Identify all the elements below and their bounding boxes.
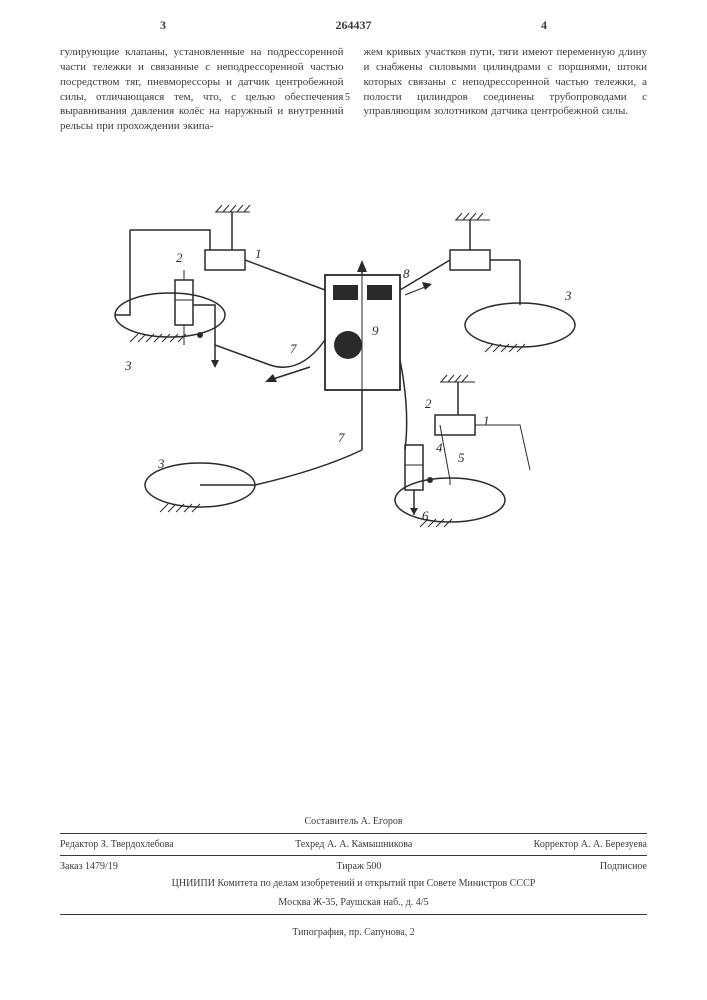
org: ЦНИИПИ Комитета по делам изобретений и о… — [60, 876, 647, 891]
svg-text:1: 1 — [255, 246, 262, 261]
subscription: Подписное — [600, 859, 647, 874]
svg-text:5: 5 — [458, 450, 465, 465]
svg-text:2: 2 — [176, 250, 183, 265]
svg-text:7: 7 — [290, 341, 297, 356]
text-columns: гулирующие клапаны, установленные на под… — [60, 45, 647, 134]
svg-text:3: 3 — [124, 358, 132, 373]
svg-text:7: 7 — [338, 430, 345, 445]
column-right: жем кривых участков пути, тяги имеют пер… — [364, 45, 648, 134]
address: Москва Ж-35, Раушская наб., д. 4/5 — [60, 895, 647, 910]
svg-text:3: 3 — [564, 288, 572, 303]
editor: Редактор З. Твердохлебова — [60, 837, 174, 852]
corrector: Корректор А. А. Березуева — [534, 837, 647, 852]
column-left: гулирующие клапаны, установленные на под… — [60, 45, 344, 134]
footer: Составитель А. Егоров Редактор З. Твердо… — [60, 814, 647, 940]
typography: Типография, пр. Сапунова, 2 — [60, 925, 647, 940]
svg-text:8: 8 — [403, 266, 410, 281]
document-number: 264437 — [336, 18, 372, 33]
svg-text:9: 9 — [372, 323, 379, 338]
svg-text:3: 3 — [157, 456, 165, 471]
compiler: Составитель А. Егоров — [60, 814, 647, 829]
svg-text:6: 6 — [422, 508, 429, 523]
order: Заказ 1479/19 — [60, 859, 118, 874]
page-number-left: 3 — [160, 18, 166, 33]
line-marker: 5 — [345, 92, 350, 103]
svg-text:2: 2 — [425, 396, 432, 411]
technical-diagram: 1 2 3 3 3 7 8 9 1 2 4 5 6 7 — [70, 190, 630, 610]
page-number-right: 4 — [541, 18, 547, 33]
tirage: Тираж 500 — [336, 859, 381, 874]
svg-text:4: 4 — [436, 440, 443, 455]
svg-text:1: 1 — [483, 413, 490, 428]
techred: Техред А. А. Камышникова — [295, 837, 412, 852]
